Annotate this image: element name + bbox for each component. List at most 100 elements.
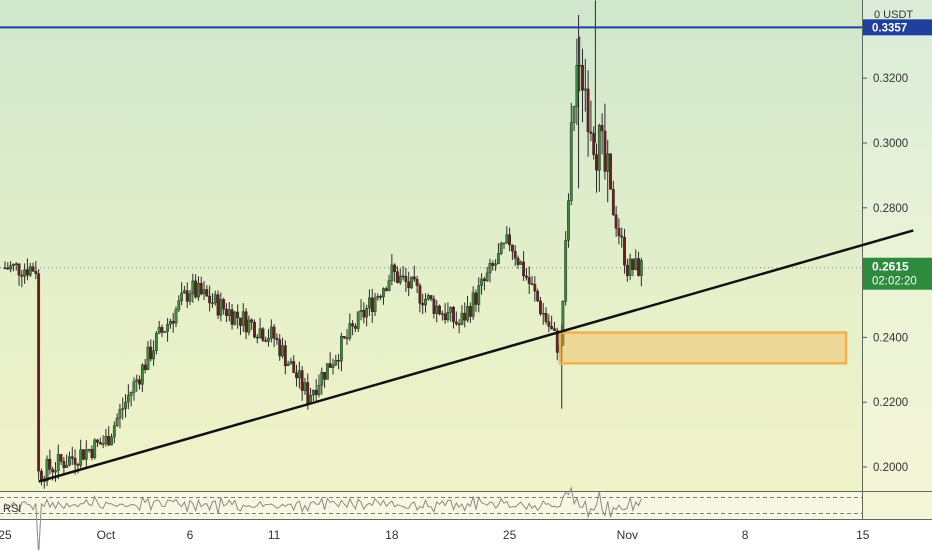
candle-body [454, 321, 458, 325]
candle-body [140, 364, 144, 385]
candle-body [432, 298, 436, 314]
candle-body [424, 298, 427, 306]
support-zone-box[interactable] [558, 331, 848, 365]
candle-body [171, 320, 175, 324]
candle-body [129, 392, 133, 396]
candle-body [328, 363, 332, 368]
candle-body [281, 345, 284, 357]
candle-body [112, 425, 116, 438]
candle-body [166, 324, 169, 332]
candle-body [68, 456, 71, 466]
candle-body [289, 361, 293, 365]
candle-body [494, 263, 497, 266]
candle-body [216, 294, 220, 316]
candle-body [396, 271, 399, 283]
candle-body [606, 153, 610, 172]
candle-body [23, 269, 27, 277]
candle-body [438, 305, 441, 315]
candle-body [553, 328, 556, 331]
candle-body [460, 312, 464, 325]
candle-body [163, 331, 167, 333]
candle-body [222, 299, 226, 310]
candle-body [547, 321, 551, 327]
candle-body [539, 300, 542, 314]
candle-body [323, 371, 326, 380]
candle-body [401, 275, 405, 278]
candle-body [631, 258, 635, 270]
candle-body [197, 282, 200, 298]
candle-body [225, 308, 228, 316]
candle-body [168, 320, 172, 325]
candle-body [415, 278, 419, 286]
candle-body [583, 88, 587, 91]
candle-body [485, 272, 489, 282]
candle-body [233, 311, 237, 325]
candle-body [261, 328, 265, 341]
candle-body [146, 346, 150, 370]
candle-body [264, 340, 268, 342]
candle-body [418, 285, 422, 304]
candle-body [107, 435, 111, 446]
candle-body [623, 237, 626, 266]
candle-body [550, 326, 554, 329]
candle-body [398, 275, 402, 283]
candle-body [244, 311, 248, 333]
candle-body [124, 401, 127, 409]
time-tick-label: Oct [97, 528, 116, 542]
candle-body [410, 276, 413, 289]
support-trendline[interactable] [38, 229, 914, 483]
candle-body [390, 264, 394, 281]
candle-body [334, 360, 338, 366]
price-tick-label: 0.2400 [873, 332, 908, 344]
candle-body [3, 267, 7, 269]
candle-body [258, 328, 262, 338]
candle-body [597, 125, 601, 171]
candle-body [575, 65, 579, 107]
candle-body [90, 449, 94, 458]
candle-body [126, 395, 130, 403]
candle-body [185, 290, 189, 302]
candle-body [37, 273, 41, 472]
candle-body [477, 285, 481, 305]
candle-body [474, 292, 478, 305]
level-price-badge [863, 19, 932, 36]
candle-body [407, 281, 411, 289]
candle-body [48, 458, 52, 470]
candle-body [34, 270, 38, 274]
candle-body [614, 214, 618, 229]
candle-body [267, 338, 270, 342]
candle-body [311, 390, 315, 396]
candle-body [45, 458, 49, 482]
candle-body [592, 133, 596, 155]
candle-body [104, 435, 108, 444]
candle-body [177, 300, 181, 310]
countdown-label: 02:02:20 [872, 276, 917, 288]
time-tick-label: 6 [187, 528, 194, 542]
time-tick-label: 15 [856, 528, 870, 542]
time-tick-label: Nov [617, 528, 638, 542]
candle-body [199, 282, 203, 295]
candle-body [157, 327, 161, 334]
candle-body [149, 346, 153, 360]
candle-body [295, 372, 298, 379]
candle-body [379, 296, 383, 298]
candle-body [20, 274, 24, 277]
candle-body [14, 263, 18, 266]
candle-body [362, 310, 366, 318]
candle-body [59, 454, 63, 462]
candle-body [491, 263, 495, 266]
candle-body [306, 382, 310, 404]
candle-body [132, 381, 136, 393]
candle-body [564, 240, 568, 302]
candle-body [435, 305, 439, 314]
candle-body [325, 363, 329, 380]
candle-body [286, 363, 290, 367]
candle-body [183, 290, 186, 294]
rsi-line [4, 485, 642, 555]
candle-body [617, 228, 621, 237]
candle-body [320, 371, 324, 386]
candle-body [253, 322, 256, 338]
candle-body [541, 313, 545, 315]
